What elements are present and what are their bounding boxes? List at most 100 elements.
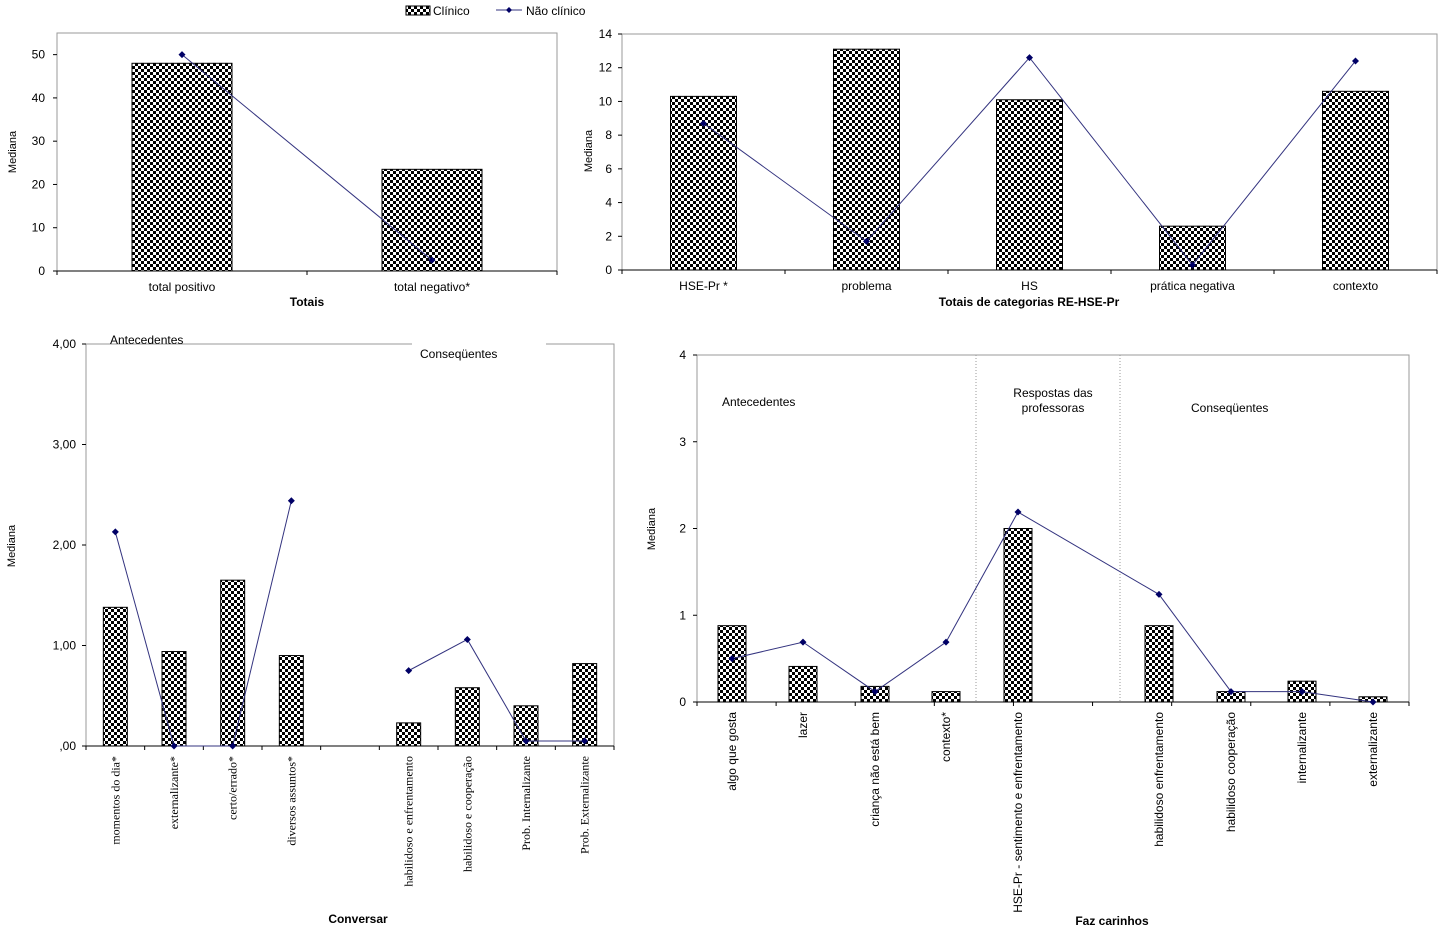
bar-clinico [513, 705, 539, 747]
y-tick-label: 12 [599, 61, 613, 75]
annotation-antecedentes: Antecedentes [722, 395, 795, 409]
line-nao-clinico [731, 511, 1374, 703]
y-tick-label: 1 [679, 608, 686, 622]
x-tick-label: habilidoso e cooperação [460, 756, 474, 872]
bar-clinico [1144, 625, 1174, 703]
y-tick-label: 0 [38, 264, 45, 278]
bar-clinico [1003, 528, 1033, 703]
y-tick-label: 0 [605, 263, 612, 277]
point-nao-clinico [863, 237, 870, 245]
x-tick-label: prática negativa [1150, 279, 1235, 293]
y-tick-label: 40 [32, 91, 46, 105]
y-axis-label: Mediana [646, 507, 658, 550]
y-tick-label: 4,00 [53, 337, 77, 351]
y-tick-label: 10 [32, 221, 46, 235]
x-tick-label: internalizante [1295, 712, 1309, 784]
y-tick-label: 30 [32, 134, 46, 148]
y-tick-label: 14 [599, 27, 613, 41]
x-tick-label: algo que gosta [725, 712, 739, 791]
x-tick-label: HSE-Pr * [679, 279, 728, 293]
line-nao-clinico [114, 500, 292, 747]
point-nao-clinico [111, 528, 119, 536]
x-tick-label: diversos assuntos* [284, 756, 298, 846]
bar-clinico [220, 579, 246, 747]
y-tick-label: 3 [679, 435, 686, 449]
point-nao-clinico [1155, 590, 1163, 598]
bar-clinico [670, 95, 737, 271]
x-tick-label: momentos do dia* [108, 756, 122, 845]
point-nao-clinico [1026, 54, 1033, 62]
y-tick-label: 3,00 [53, 438, 77, 452]
bar-clinico [717, 625, 747, 703]
bar-clinico [278, 655, 304, 747]
bar-clinico [381, 168, 483, 272]
y-tick-label: 4 [679, 348, 686, 362]
y-tick-label: ,00 [59, 739, 76, 753]
point-nao-clinico [1189, 261, 1196, 269]
x-tick-label: lazer [796, 712, 810, 738]
y-axis-label: Mediana [583, 129, 595, 172]
bar-clinico [454, 687, 480, 747]
x-tick-label: habilidoso e enfrentamento [402, 756, 416, 887]
legend-line-marker [506, 7, 512, 13]
y-tick-label: 8 [605, 128, 612, 142]
point-nao-clinico [1298, 688, 1306, 696]
legend-bar-swatch [405, 5, 431, 16]
point-nao-clinico [700, 119, 707, 127]
x-tick-label: contexto* [939, 712, 953, 762]
x-axis-label: Totais [290, 295, 325, 309]
annotation-consequentes: Conseqüentes [1191, 401, 1268, 415]
x-tick-label: habilidoso enfrentamento [1152, 712, 1166, 847]
y-axis-label: Mediana [7, 130, 19, 173]
chart-conversar: Antecedentes Conseqüentes Mediana Conver… [6, 333, 615, 926]
bar-clinico [788, 665, 818, 703]
point-nao-clinico [287, 497, 295, 505]
point-nao-clinico [1352, 57, 1359, 65]
x-tick-label: contexto [1333, 279, 1379, 293]
y-tick-label: 50 [32, 48, 46, 62]
bar-clinico [1322, 90, 1389, 271]
point-nao-clinico [1369, 698, 1377, 706]
x-tick-label: externalizante* [167, 756, 181, 829]
x-tick-label: HS [1021, 279, 1038, 293]
point-nao-clinico [942, 638, 950, 646]
x-tick-label: problema [841, 279, 891, 293]
point-nao-clinico [229, 742, 237, 750]
y-tick-label: 6 [605, 162, 612, 176]
point-nao-clinico [581, 737, 589, 745]
x-tick-label: externalizante [1366, 712, 1380, 787]
x-tick-label: HSE-Pr - sentimento e enfrentamento [1011, 712, 1025, 913]
bar-clinico [131, 62, 233, 272]
x-axis-label: Totais de categorias RE-HSE-Pr [939, 295, 1120, 309]
bar-clinico [396, 722, 422, 747]
bar-clinico [161, 651, 187, 747]
x-tick-label: total negativo* [394, 280, 470, 294]
x-tick-label: total positivo [149, 280, 216, 294]
point-nao-clinico [728, 655, 736, 663]
y-tick-label: 2,00 [53, 538, 77, 552]
annotation-consequentes: Conseqüentes [420, 347, 497, 361]
bar-clinico [833, 48, 900, 271]
x-tick-label: Prob. Internalizante [519, 756, 533, 851]
y-tick-label: 2 [679, 522, 686, 536]
x-tick-label: habilidoso cooperação [1224, 712, 1238, 832]
annotation-respostas: Respostas das professoras [1013, 386, 1093, 415]
point-nao-clinico [1014, 508, 1022, 516]
point-nao-clinico [799, 638, 807, 646]
chart-totais: Mediana Totais 0 10 20 30 40 50 total positivo… [7, 32, 558, 309]
line-nao-clinico [408, 638, 585, 742]
x-tick-label: Prob. Externalizante [578, 756, 592, 854]
x-tick-label: certo/errado* [226, 756, 240, 820]
y-tick-label: 4 [605, 196, 612, 210]
bar-clinico [102, 606, 128, 747]
bar-clinico [931, 691, 961, 703]
annotation-antecedentes: Antecedentes [110, 333, 183, 347]
legend-line-label: Não clínico [526, 4, 586, 18]
legend-bar-label: Clínico [433, 4, 470, 18]
y-tick-label: 20 [32, 177, 46, 191]
point-nao-clinico [463, 635, 471, 643]
line-nao-clinico [181, 54, 433, 261]
point-nao-clinico [178, 51, 186, 59]
x-tick-label: criança não está bem [868, 712, 882, 827]
